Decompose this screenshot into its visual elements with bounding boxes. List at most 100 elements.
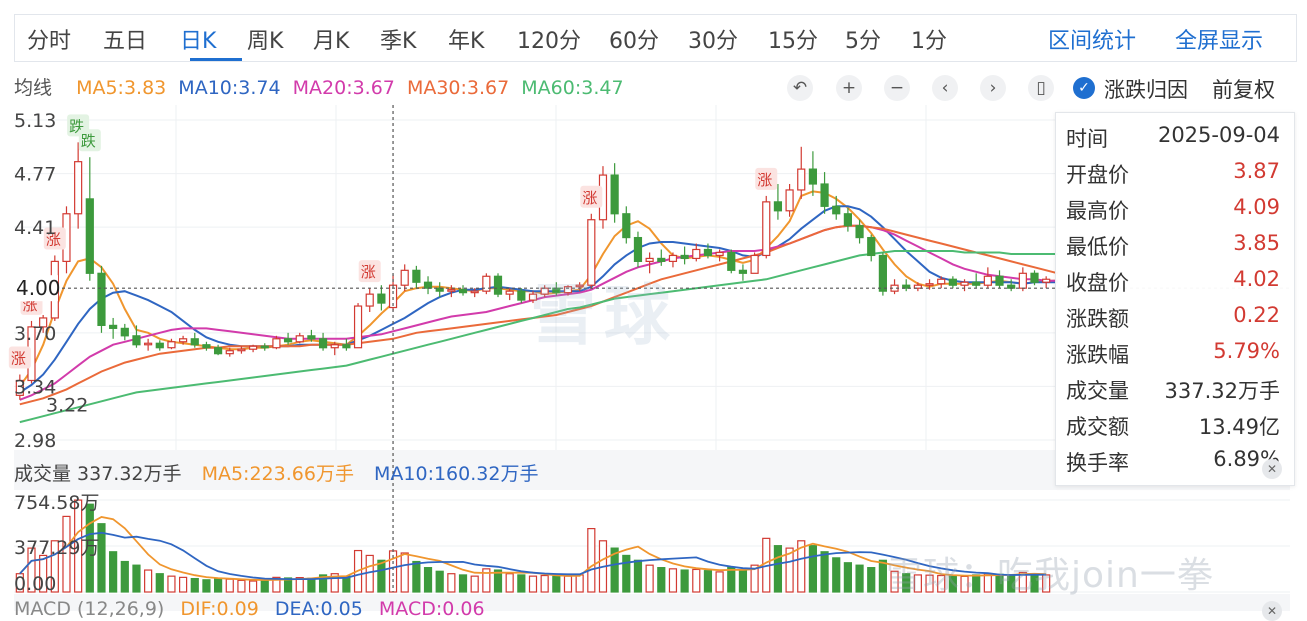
candle-body (295, 335, 304, 343)
zoom-in-icon[interactable]: + (836, 75, 862, 101)
volume-ma10-line (19, 531, 1047, 580)
tab-wuri[interactable]: 五日 (103, 29, 148, 54)
ma60-label: MA60:3.47 (521, 77, 624, 99)
tooltip-row: 涨跌额 0.22 (1066, 303, 1280, 333)
volume-bar (832, 557, 841, 593)
ma-line-ma60 (19, 250, 1058, 424)
candle-body (179, 338, 188, 343)
tab-5min[interactable]: 5分 (845, 29, 881, 54)
tab-zhouk[interactable]: 周K (247, 29, 284, 54)
undo-icon[interactable]: ↶ (787, 75, 813, 101)
tab-yuek[interactable]: 月K (313, 29, 350, 54)
event-badge (8, 346, 31, 369)
tooltip-row: 收盘价 4.02 (1066, 267, 1280, 297)
volume-bar (867, 567, 876, 593)
volume-bar (890, 570, 899, 593)
chevron-left-icon[interactable]: ‹ (932, 75, 958, 101)
volume-bar (400, 552, 409, 593)
volume-bar (622, 554, 631, 593)
candle-body (505, 290, 514, 295)
candle-body (400, 269, 409, 286)
tab-jik[interactable]: 季K (380, 29, 417, 54)
tab-60min[interactable]: 60分 (609, 29, 659, 54)
candle-body (190, 338, 199, 346)
volume-bar (948, 575, 957, 593)
volume-bar (610, 547, 619, 593)
candle-body (1042, 278, 1051, 283)
candle-body (97, 272, 106, 326)
candle-body (937, 278, 946, 285)
event-badge-label: 涨 (11, 350, 26, 368)
event-badge-label: 跌 (81, 132, 96, 150)
volume-bar (85, 503, 94, 593)
ma10-label: MA10:3.74 (178, 77, 281, 99)
volume-bar (937, 574, 946, 593)
tooltip-value: 4.09 (1233, 195, 1280, 219)
candle-body (972, 281, 981, 286)
tab-rik[interactable]: 日K (180, 29, 217, 54)
volume-bar (318, 574, 328, 593)
candle-body (785, 189, 794, 212)
adjust-mode-select[interactable]: 前复权 (1212, 78, 1275, 102)
volume-bar (27, 547, 36, 593)
tooltip-row: 换手率 6.89% (1066, 447, 1280, 477)
volume-bar (1018, 571, 1027, 593)
watermark-text: 雪球：吃我join一拳 (886, 555, 1214, 596)
fullscreen-link[interactable]: 全屏显示 (1175, 29, 1264, 54)
candle-body (330, 344, 339, 349)
volume-bar (155, 573, 164, 593)
tab-120min[interactable]: 120分 (517, 29, 581, 54)
candle-body (1018, 272, 1027, 289)
event-badge (755, 167, 778, 190)
chevron-right-icon[interactable]: › (980, 75, 1006, 101)
volume-tick-label: 377.29万 (14, 537, 99, 559)
tooltip-label: 最低价 (1066, 235, 1129, 259)
candle-body (855, 225, 864, 239)
event-badge (358, 260, 381, 283)
candle-body (575, 284, 584, 288)
volume-bar (62, 515, 71, 593)
macd-title: MACD (12,26,9) (14, 598, 165, 620)
macd-legend: MACD (12,26,9) DIF:0.09 DEA:0.05 MACD:0.… (14, 598, 495, 620)
tab-niank[interactable]: 年K (448, 29, 485, 54)
volume-bar (412, 560, 421, 593)
close-icon[interactable]: ✕ (1262, 601, 1282, 621)
tab-15min[interactable]: 15分 (768, 29, 818, 54)
volume-bar (902, 573, 911, 593)
tab-1min[interactable]: 1分 (911, 29, 947, 54)
candle-body (283, 338, 293, 343)
event-badge (78, 129, 101, 152)
close-icon[interactable]: ✕ (1262, 459, 1282, 479)
candle-body (248, 345, 258, 350)
candle-body (342, 344, 351, 349)
tab-30min[interactable]: 30分 (688, 29, 738, 54)
tooltip-value: 3.85 (1233, 231, 1280, 255)
tooltip-row: 涨跌幅 5.79% (1066, 339, 1280, 369)
tooltip-label: 开盘价 (1066, 163, 1129, 187)
volume-bar (587, 528, 596, 593)
volume-bar (50, 540, 59, 593)
checkmark-icon[interactable]: ✓ (1073, 77, 1095, 99)
candle-body (517, 290, 526, 301)
rise-fall-attribution-toggle[interactable]: 涨跌归因 (1104, 78, 1188, 102)
volume-title: 成交量 337.32万手 (14, 463, 182, 485)
tooltip-row: 最低价 3.85 (1066, 231, 1280, 261)
candle-body (960, 281, 969, 286)
candle-body (318, 338, 328, 349)
zoom-out-icon[interactable]: − (884, 75, 910, 101)
volume-bar (808, 545, 818, 593)
volume-bar (272, 576, 281, 593)
range-stats-link[interactable]: 区间统计 (1048, 29, 1137, 54)
volume-bar (202, 579, 211, 593)
volume-bar (692, 568, 701, 593)
volume-bar (680, 569, 689, 593)
candle-body (925, 283, 934, 286)
tooltip-value: 3.87 (1233, 159, 1280, 183)
volume-bar (120, 560, 129, 593)
macd-value: MACD:0.06 (378, 598, 485, 620)
volume-bar (237, 579, 246, 593)
tab-fenshi[interactable]: 分时 (27, 29, 72, 54)
volume-tick-label: 754.58万 (14, 492, 99, 514)
volume-bar (470, 575, 479, 593)
candle-icon[interactable]: ▯ (1028, 75, 1054, 101)
